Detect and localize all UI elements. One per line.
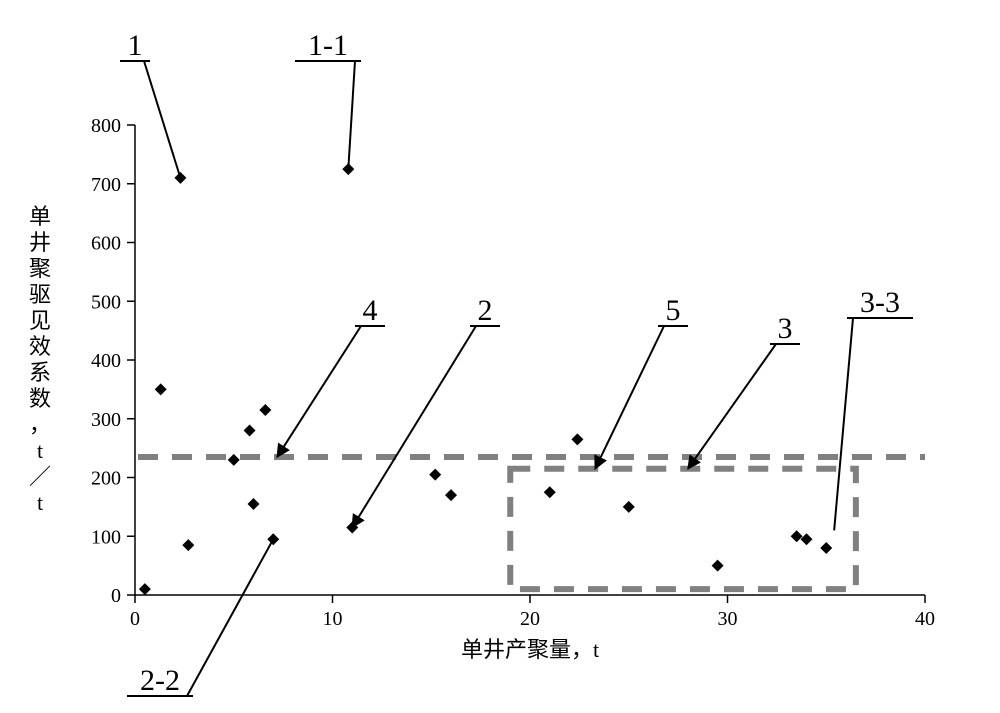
- y-axis-label-char: ／: [29, 464, 51, 489]
- callout-label-c4: 4: [363, 294, 378, 327]
- callout-leader: [144, 61, 180, 178]
- callout-leader: [187, 539, 273, 696]
- scatter-point: [544, 486, 556, 498]
- scatter-point: [244, 425, 256, 437]
- scatter-point: [820, 542, 832, 554]
- y-tick-label: 700: [91, 174, 121, 196]
- callout-label-c3-3: 3-3: [860, 286, 900, 319]
- y-tick-label: 300: [91, 409, 121, 431]
- y-tick-label: 600: [91, 233, 121, 255]
- y-tick-label: 500: [91, 291, 121, 313]
- scatter-point: [155, 383, 167, 395]
- y-tick-label: 0: [111, 585, 121, 607]
- scatter-point: [259, 404, 271, 416]
- y-axis-label-char: 见: [29, 308, 51, 333]
- y-axis-label-char: ，: [29, 412, 51, 437]
- callout-leader: [348, 61, 355, 169]
- callout-leader: [277, 326, 361, 457]
- callout-label-c1: 1: [128, 29, 143, 62]
- callout-leader: [595, 326, 664, 469]
- scatter-point: [139, 583, 151, 595]
- scatter-point: [248, 498, 260, 510]
- reference-box: [510, 469, 856, 589]
- y-axis-label-char: 单: [29, 204, 51, 229]
- callout-leader: [688, 344, 776, 469]
- scatter-point: [182, 539, 194, 551]
- x-tick-label: 10: [323, 608, 343, 630]
- chart-svg: 0102030400100200300400500600700800单井产聚量，…: [0, 0, 1000, 713]
- scatter-point: [571, 433, 583, 445]
- scatter-point: [791, 530, 803, 542]
- callout-leader: [352, 326, 476, 527]
- y-axis-label-char: 井: [29, 230, 51, 255]
- y-axis-label-char: 效: [29, 334, 51, 359]
- scatter-point: [228, 454, 240, 466]
- scatter-point: [801, 533, 813, 545]
- y-tick-label: 200: [91, 468, 121, 490]
- scatter-chart: 0102030400100200300400500600700800单井产聚量，…: [0, 0, 1000, 713]
- y-tick-label: 100: [91, 526, 121, 548]
- callout-label-c2: 2: [478, 294, 493, 327]
- y-axis-label-char: t: [37, 490, 43, 515]
- x-axis-label: 单井产聚量，t: [461, 637, 599, 662]
- x-tick-label: 20: [520, 608, 540, 630]
- callout-label-c3: 3: [778, 312, 793, 345]
- y-axis-label-char: 驱: [29, 282, 51, 307]
- y-axis-label-char: t: [37, 438, 43, 463]
- scatter-point: [623, 501, 635, 513]
- scatter-point: [429, 469, 441, 481]
- x-tick-label: 30: [718, 608, 738, 630]
- callout-leader: [834, 318, 853, 530]
- callout-label-c2-2: 2-2: [140, 664, 180, 697]
- y-tick-label: 400: [91, 350, 121, 372]
- scatter-point: [712, 560, 724, 572]
- callout-label-c5: 5: [666, 294, 681, 327]
- y-axis-label-char: 数: [29, 386, 51, 411]
- x-tick-label: 40: [915, 608, 935, 630]
- callout-label-c1-1: 1-1: [308, 29, 348, 62]
- y-tick-label: 800: [91, 115, 121, 137]
- y-axis-label-char: 系: [29, 360, 51, 385]
- x-tick-label: 0: [130, 608, 140, 630]
- y-axis-label-char: 聚: [29, 256, 51, 281]
- scatter-point: [445, 489, 457, 501]
